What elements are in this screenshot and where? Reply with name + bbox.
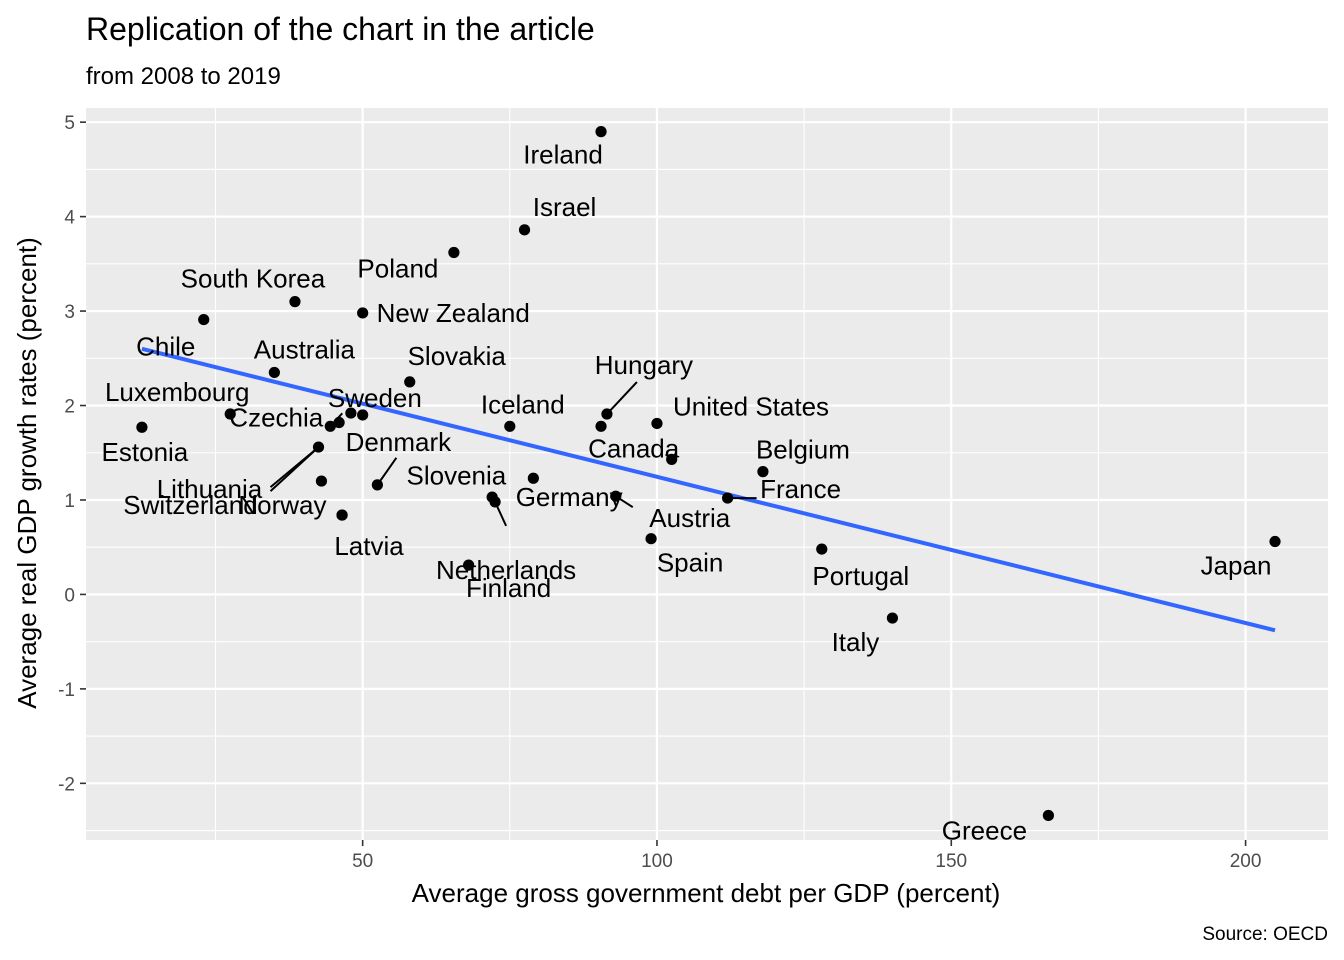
point-hungary bbox=[601, 408, 613, 420]
y-tick-label: 2 bbox=[64, 397, 75, 418]
label-france: France bbox=[760, 474, 841, 504]
grid-major bbox=[86, 108, 1328, 840]
grid-minor bbox=[86, 108, 1328, 840]
label-poland: Poland bbox=[357, 254, 438, 284]
x-tick-label: 150 bbox=[935, 851, 967, 872]
y-tick-label: 5 bbox=[64, 113, 75, 134]
label-belgium: Belgium bbox=[756, 435, 850, 465]
x-tick-label: 50 bbox=[352, 851, 373, 872]
label-latvia: Latvia bbox=[334, 531, 404, 561]
point-finland bbox=[463, 559, 475, 571]
label-chile: Chile bbox=[136, 332, 195, 362]
point-south-korea bbox=[289, 296, 301, 308]
point-israel bbox=[518, 224, 531, 236]
point-new-zealand bbox=[357, 307, 369, 319]
point-lithuania bbox=[312, 441, 325, 453]
label-ireland: Ireland bbox=[523, 140, 603, 170]
x-tick-label: 100 bbox=[641, 851, 673, 872]
point-slovenia bbox=[527, 472, 539, 484]
label-finland: Finland bbox=[466, 573, 551, 603]
point-labels: Ireland Israel Poland South Korea New Zealan… bbox=[102, 140, 1272, 846]
point-luxembourg bbox=[224, 408, 236, 420]
x-tick-label: 200 bbox=[1230, 851, 1262, 872]
point-australia bbox=[268, 366, 280, 379]
data-points bbox=[136, 126, 1281, 822]
point-sweden bbox=[345, 407, 357, 419]
label-austria: Austria bbox=[649, 503, 730, 533]
label-iceland: Iceland bbox=[481, 389, 565, 419]
chart-subtitle: from 2008 to 2019 bbox=[86, 63, 281, 90]
label-germany: Germany bbox=[516, 482, 623, 512]
point-iceland bbox=[504, 420, 516, 432]
point-poland bbox=[448, 246, 460, 259]
label-japan: Japan bbox=[1201, 551, 1272, 581]
label-czechia: Czechia bbox=[229, 402, 323, 432]
y-axis-title: Average real GDP growth rates (percent) bbox=[12, 237, 42, 709]
label-lithuania: Lithuania bbox=[157, 474, 263, 504]
y-tick-label: -2 bbox=[58, 774, 75, 795]
point-slovakia bbox=[404, 376, 416, 388]
y-tick-label: 3 bbox=[64, 302, 75, 323]
label-portugal: Portugal bbox=[812, 561, 909, 591]
point-norway bbox=[315, 475, 328, 487]
y-tick-label: 4 bbox=[64, 208, 75, 229]
label-switzerland: Switzerland bbox=[123, 490, 257, 520]
label-canada: Canada bbox=[588, 433, 680, 463]
point-greece bbox=[1042, 809, 1055, 822]
point-unlabeled bbox=[333, 416, 345, 429]
trend-line bbox=[141, 346, 1276, 633]
point-italy bbox=[886, 612, 899, 624]
point-japan bbox=[1269, 535, 1281, 548]
label-slovenia: Slovenia bbox=[406, 460, 506, 490]
label-sweden: Sweden bbox=[328, 383, 422, 413]
point-austria bbox=[610, 490, 622, 502]
x-axis-title: Average gross government debt per GDP (p… bbox=[412, 878, 1001, 908]
point-belgium bbox=[757, 466, 769, 478]
label-denmark: Denmark bbox=[346, 427, 452, 457]
point-canada bbox=[666, 453, 678, 465]
label-australia: Australia bbox=[254, 334, 356, 364]
point-united-states bbox=[651, 417, 663, 430]
point-spain bbox=[645, 533, 657, 545]
label-united-states: United States bbox=[673, 391, 829, 421]
point-unlabeled bbox=[595, 420, 607, 432]
leader-hungary bbox=[606, 381, 638, 415]
label-new-zealand: New Zealand bbox=[377, 298, 530, 328]
chart-caption: Source: OECD bbox=[1202, 924, 1328, 945]
y-tick-label: -1 bbox=[58, 680, 75, 701]
point-france bbox=[722, 492, 734, 504]
point-netherlands bbox=[489, 496, 501, 508]
point-estonia bbox=[136, 421, 148, 433]
point-portugal bbox=[816, 543, 828, 555]
point-chile bbox=[198, 313, 210, 326]
plot-panel bbox=[86, 108, 1328, 840]
label-spain: Spain bbox=[657, 548, 724, 578]
y-tick-label: 0 bbox=[64, 585, 75, 606]
label-israel: Israel bbox=[533, 192, 597, 222]
point-denmark bbox=[371, 479, 383, 491]
label-slovakia: Slovakia bbox=[408, 341, 507, 371]
point-latvia bbox=[336, 509, 348, 521]
point-czechia bbox=[324, 420, 336, 432]
point-unlabeled bbox=[357, 409, 369, 421]
label-norway: Norway bbox=[238, 490, 326, 520]
leader-switzerland bbox=[269, 446, 320, 492]
label-estonia: Estonia bbox=[102, 437, 189, 467]
point-ireland bbox=[595, 126, 607, 138]
label-hungary: Hungary bbox=[595, 350, 693, 380]
label-netherlands: Netherlands bbox=[436, 555, 576, 585]
label-south-korea: South Korea bbox=[181, 264, 326, 294]
label-luxembourg: Luxembourg bbox=[105, 377, 250, 407]
y-tick-label: 1 bbox=[64, 491, 75, 512]
axis-ticks: 50 100 150 200 -2 -1 0 1 2 3 4 5 bbox=[58, 113, 1261, 872]
label-greece: Greece bbox=[942, 815, 1027, 845]
chart-title: Replication of the chart in the article bbox=[86, 11, 595, 47]
label-italy: Italy bbox=[832, 627, 880, 657]
